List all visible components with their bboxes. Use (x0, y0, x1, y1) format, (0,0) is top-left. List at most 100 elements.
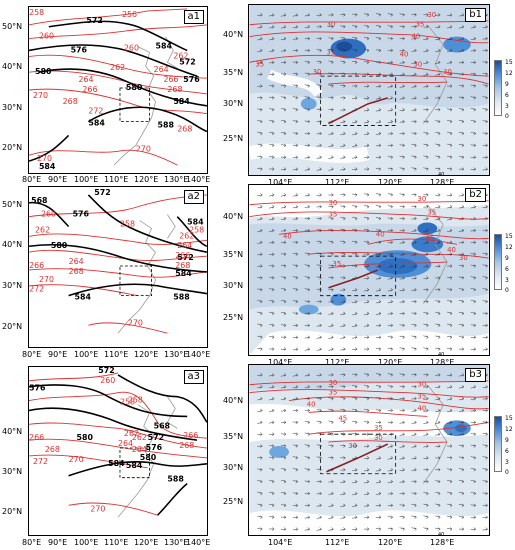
wind-vector (435, 373, 441, 377)
wind-vector (423, 84, 429, 88)
wind-vector (280, 25, 287, 29)
wind-vector (364, 444, 370, 448)
wind-vector (387, 491, 394, 496)
wind-vector (447, 323, 453, 328)
wind-vector (292, 193, 299, 197)
contour-label: 580 (51, 241, 68, 250)
colorbar (494, 60, 502, 116)
wind-vector (328, 444, 334, 448)
wind-vector (435, 527, 441, 531)
wind-vector (435, 311, 441, 316)
wind-vector (328, 503, 334, 508)
wind-vector (364, 515, 370, 519)
wind-vector (435, 252, 441, 256)
wind-vector (470, 527, 477, 531)
contour-label: 266 (29, 433, 44, 442)
wind-vector (363, 479, 370, 484)
wind-vector (280, 311, 287, 316)
wind-vector (304, 515, 311, 519)
wind-vector (363, 468, 370, 472)
wind-vector (328, 420, 334, 425)
wind-vector (257, 396, 263, 401)
wind-vector (482, 167, 489, 171)
wind-vector (458, 108, 465, 112)
wind-vector (257, 385, 263, 389)
wind-vector (304, 288, 311, 292)
wind-vector (340, 323, 346, 328)
wind-vector (316, 385, 322, 389)
wind-vector (482, 205, 489, 209)
contour-label: 268 (179, 441, 194, 450)
wind-vector (269, 72, 275, 76)
wind-vector (269, 527, 275, 531)
wind-vector (447, 119, 453, 124)
wind-vector (387, 479, 394, 484)
wind-vector (316, 276, 322, 280)
wind-vector (364, 432, 370, 436)
contour-label: 576 (183, 75, 200, 84)
wind-vector (470, 503, 477, 508)
wind-vector (387, 299, 394, 304)
lat-tick: 25°N (223, 313, 244, 322)
wind-vector (304, 456, 311, 460)
lon-tick: 100°E (74, 175, 99, 184)
contour-label: 35 (332, 260, 341, 268)
wind-vector (292, 456, 299, 460)
lon-tick: 112°E (325, 538, 350, 547)
wind-vector (328, 13, 334, 17)
wind-vector (292, 385, 299, 389)
wind-vector (375, 155, 382, 159)
wind-vector (447, 25, 453, 29)
wind-vector (423, 96, 429, 100)
wind-vector (328, 456, 334, 460)
wind-vector (470, 252, 477, 256)
wind-vector (482, 420, 489, 425)
wind-vector (292, 396, 299, 401)
wind-vector (292, 276, 299, 280)
wind-vector (375, 84, 382, 88)
contour-label: 35 (327, 48, 336, 56)
wind-vector (411, 479, 417, 484)
wind-vector (375, 503, 382, 508)
wind-vector (363, 373, 370, 377)
wind-vector (482, 432, 489, 436)
contour-label: 576 (71, 45, 88, 54)
wind-vector (447, 299, 453, 304)
wind-vector (257, 456, 263, 460)
contour-label: 256 (122, 10, 137, 19)
wind-vector (387, 36, 394, 41)
wind-vector (364, 252, 370, 256)
contour-label: 40 (412, 33, 421, 41)
wind-vector (387, 468, 394, 472)
wind-vector (328, 60, 334, 65)
wind-vector (411, 25, 417, 29)
wind-vector (340, 167, 346, 171)
wind-vector (340, 311, 346, 316)
wind-vector (257, 432, 263, 436)
wind-vector (399, 155, 405, 159)
wind-vector (435, 444, 441, 448)
wind-vector (363, 193, 370, 197)
wind-vector (292, 444, 299, 448)
wind-vector (470, 264, 477, 268)
wind-vector (257, 228, 263, 233)
wind-vector (447, 36, 453, 41)
wind-vector (387, 84, 394, 88)
wind-vector (387, 193, 394, 197)
wind-vector (458, 228, 465, 233)
wind-vector (387, 48, 394, 53)
wind-vector (423, 347, 429, 351)
wind-vector (375, 420, 382, 425)
wind-vector (363, 491, 370, 496)
wind-vector (363, 396, 370, 401)
vector-scale-label: 40 (438, 352, 445, 358)
lon-tick: 80°E (22, 350, 42, 359)
wind-vector (304, 216, 311, 221)
wind-vector (411, 72, 417, 76)
colorbar-tick: 9 (505, 255, 509, 262)
wind-vector (257, 131, 263, 136)
wind-vector (447, 515, 453, 519)
wind-vector (304, 36, 311, 41)
wind-vector (363, 131, 370, 136)
colorbar-tick: 6 (505, 266, 509, 273)
